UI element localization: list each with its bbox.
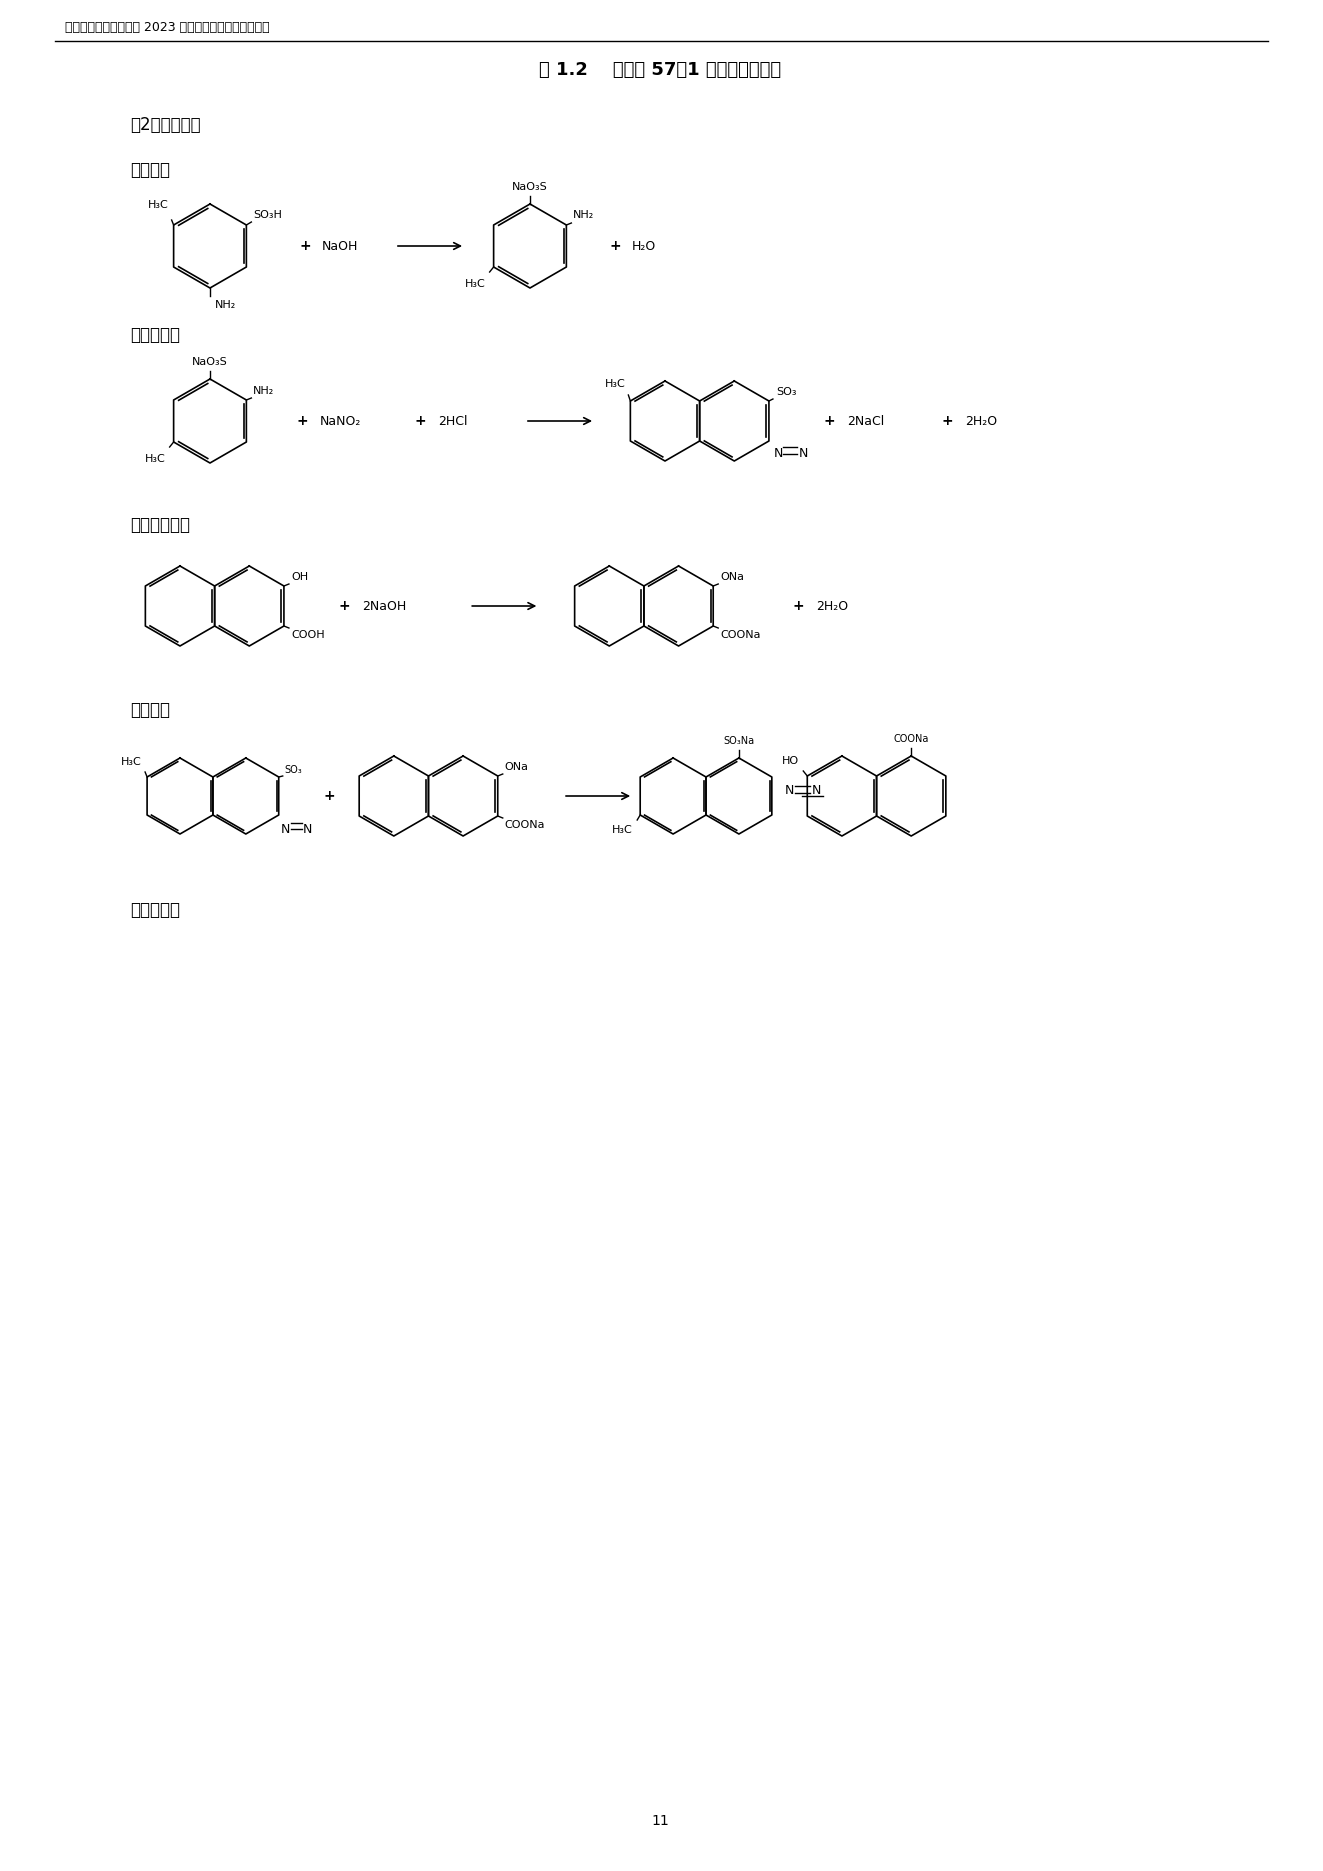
Text: OH: OH bbox=[291, 573, 308, 582]
Text: NaOH: NaOH bbox=[321, 239, 359, 253]
Text: N: N bbox=[785, 784, 794, 797]
Text: N: N bbox=[774, 447, 783, 460]
Text: H₃C: H₃C bbox=[605, 380, 626, 389]
Text: H₂O: H₂O bbox=[632, 239, 656, 253]
Text: NaNO₂: NaNO₂ bbox=[320, 415, 361, 427]
Text: COONa: COONa bbox=[720, 631, 761, 640]
Text: SO₃Na: SO₃Na bbox=[724, 735, 754, 747]
Text: 11: 11 bbox=[651, 1815, 669, 1828]
Text: N: N bbox=[303, 823, 312, 836]
Text: +: + bbox=[823, 413, 835, 428]
Text: 宇虹颜料股份有限公司 2023 年度温室气体排放核查报告: 宇虹颜料股份有限公司 2023 年度温室气体排放核查报告 bbox=[65, 21, 270, 34]
Text: +: + bbox=[609, 239, 620, 253]
Text: 2H₂O: 2H₂O bbox=[966, 415, 998, 427]
Text: 偶合组分溶解: 偶合组分溶解 bbox=[130, 516, 191, 533]
Text: 2HCl: 2HCl bbox=[438, 415, 467, 427]
Text: COONa: COONa bbox=[893, 733, 929, 745]
Text: +: + bbox=[792, 599, 804, 614]
Text: NaO₃S: NaO₃S bbox=[512, 181, 548, 193]
Text: +: + bbox=[339, 599, 351, 614]
Text: COOH: COOH bbox=[291, 631, 324, 640]
Text: 2H₂O: 2H₂O bbox=[816, 599, 848, 612]
Text: H₃C: H₃C bbox=[122, 758, 142, 767]
Text: N: N bbox=[280, 823, 290, 836]
Text: （2）反应原理: （2）反应原理 bbox=[130, 116, 201, 135]
Text: H₃C: H₃C bbox=[611, 825, 632, 834]
Text: 色淀化反应: 色淀化反应 bbox=[130, 902, 180, 919]
Text: SO₃: SO₃ bbox=[775, 387, 796, 397]
Text: 图 1.2    颜料红 57：1 生产工艺流程图: 图 1.2 颜料红 57：1 生产工艺流程图 bbox=[538, 62, 781, 79]
Text: +: + bbox=[414, 413, 426, 428]
Text: HO: HO bbox=[782, 756, 799, 765]
Text: 2NaOH: 2NaOH bbox=[363, 599, 406, 612]
Text: 重氮溶解: 重氮溶解 bbox=[130, 161, 169, 180]
Text: H₃C: H₃C bbox=[464, 279, 486, 288]
Text: 偶合反应: 偶合反应 bbox=[130, 702, 169, 718]
Text: 2NaCl: 2NaCl bbox=[847, 415, 885, 427]
Text: COONa: COONa bbox=[505, 819, 545, 831]
Text: NH₂: NH₂ bbox=[254, 385, 275, 397]
Text: +: + bbox=[299, 239, 311, 253]
Text: N: N bbox=[812, 784, 822, 797]
Text: NaO₃S: NaO₃S bbox=[192, 357, 228, 367]
Text: H₃C: H₃C bbox=[148, 200, 168, 210]
Text: H₃C: H₃C bbox=[146, 455, 165, 464]
Text: +: + bbox=[942, 413, 953, 428]
Text: NH₂: NH₂ bbox=[573, 210, 594, 221]
Text: NH₂: NH₂ bbox=[216, 299, 237, 311]
Text: 重氮化反应: 重氮化反应 bbox=[130, 326, 180, 344]
Text: N: N bbox=[799, 447, 808, 460]
Text: +: + bbox=[296, 413, 308, 428]
Text: +: + bbox=[323, 790, 335, 803]
Text: ONa: ONa bbox=[505, 761, 529, 773]
Text: SO₃: SO₃ bbox=[284, 765, 303, 775]
Text: ONa: ONa bbox=[720, 573, 745, 582]
Text: SO₃H: SO₃H bbox=[254, 210, 282, 221]
